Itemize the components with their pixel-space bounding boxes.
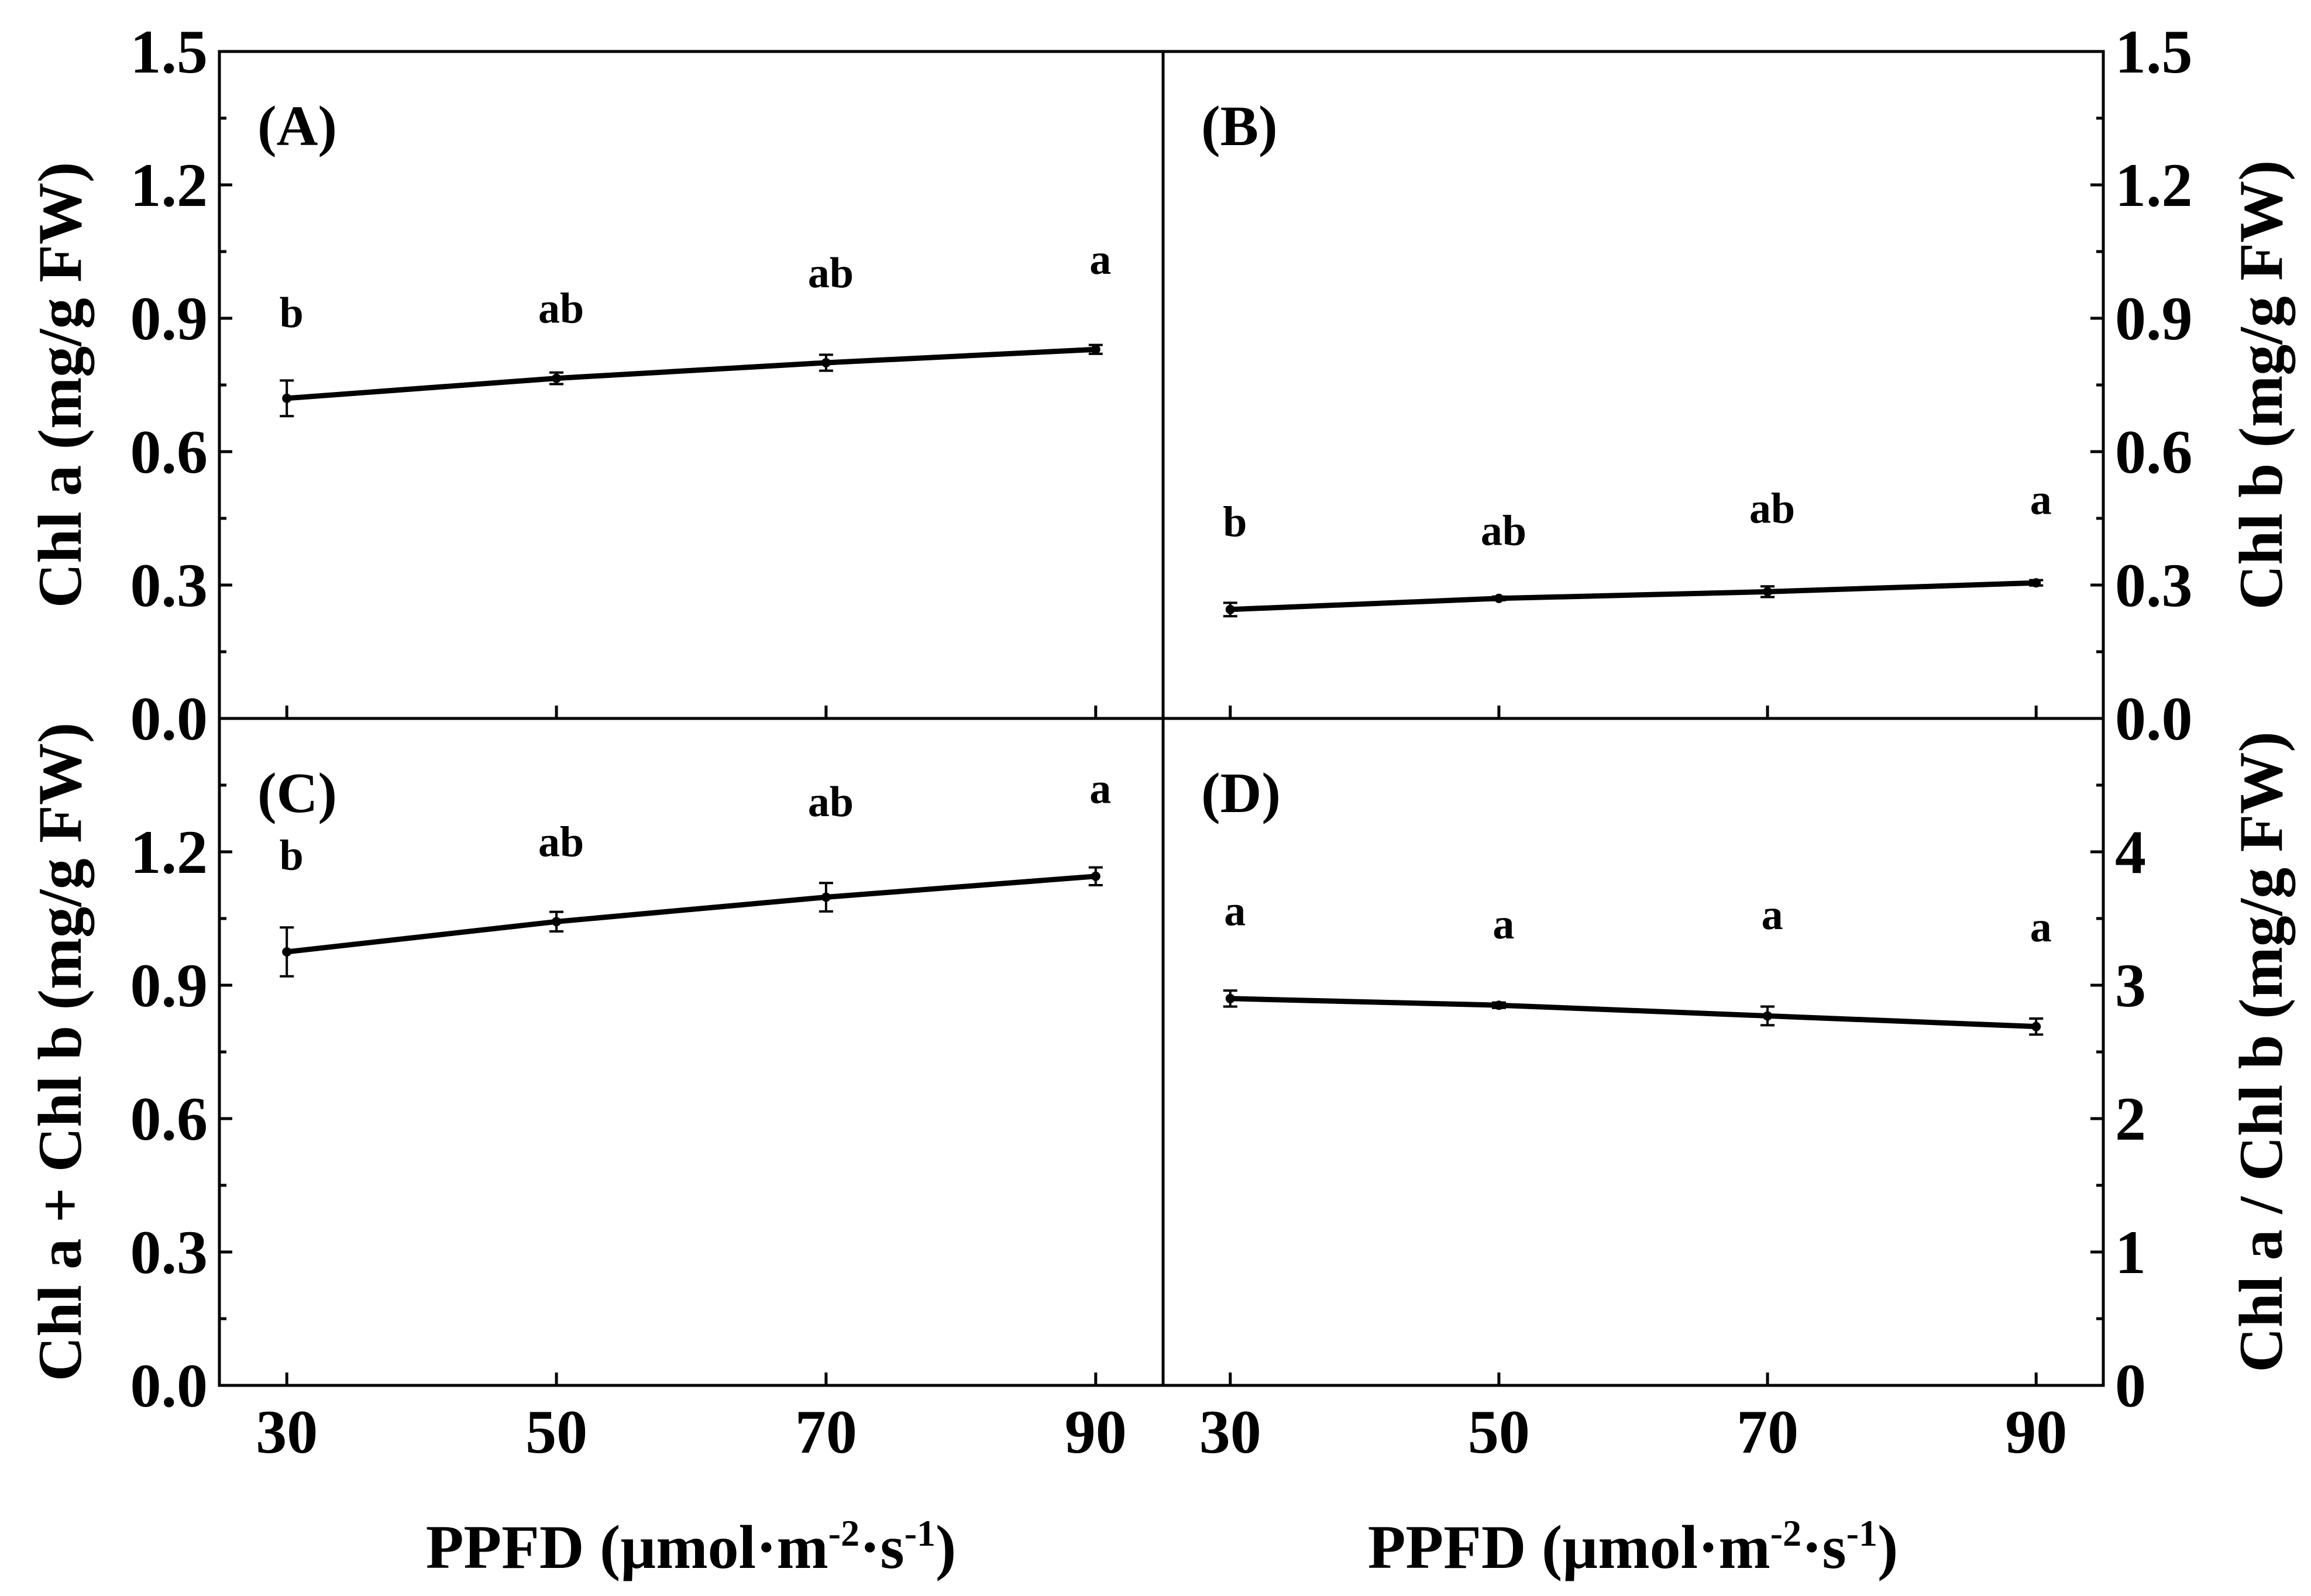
- panel-b-data-point: [1494, 593, 1504, 603]
- panel-b-significance-label: b: [1223, 498, 1247, 546]
- panel-d-y-tick-label: 4: [2115, 818, 2146, 886]
- x-axis-title-left: PPFD (µmol·m-2·s-1): [426, 1512, 957, 1581]
- panel-a-data-point: [1091, 345, 1101, 355]
- panel-c-y-tick-label: 0.6: [130, 1085, 208, 1153]
- panel-a-y-tick-label: 1.5: [130, 18, 208, 86]
- panel-c-significance-label: a: [1089, 765, 1111, 813]
- panel-d-x-tick-label: 50: [1468, 1398, 1530, 1466]
- panel-c-label: (C): [257, 762, 337, 825]
- panel-d-y-tick-label: 2: [2115, 1085, 2146, 1153]
- panel-a-data-point: [552, 373, 562, 383]
- panel-d-y-axis-title: Chl a / Chl b (mg/g FW): [2227, 731, 2295, 1372]
- panel-b-y-tick-label: 0.9: [2115, 284, 2193, 353]
- panel-b-significance-label: ab: [1749, 485, 1795, 533]
- panel-c-data-point: [821, 892, 831, 902]
- panel-c-significance-label: b: [280, 831, 304, 879]
- panel-d-significance-label: a: [2030, 903, 2052, 951]
- panel-b-significance-label: a: [2030, 476, 2052, 524]
- x-axis-title-right: PPFD (µmol·m-2·s-1): [1368, 1512, 1899, 1581]
- panel-b-significance-label: ab: [1481, 507, 1526, 555]
- panel-b-y-tick-label: 1.5: [2115, 18, 2193, 86]
- panel-a-y-tick-label: 0.9: [130, 284, 208, 353]
- panel-d-x-tick-label: 70: [1736, 1398, 1798, 1466]
- panel-d-series-line: [1230, 996, 2037, 1030]
- panel-b-data-point: [1763, 587, 1773, 597]
- panel-a-data-point: [282, 393, 292, 403]
- panel-c-data-point: [282, 947, 292, 957]
- ticks-layer: [219, 50, 2103, 1387]
- panel-b-series-line: [1230, 580, 2037, 613]
- panel-b-y-tick-label: 0.0: [2115, 685, 2193, 753]
- panel-c-x-tick-label: 70: [795, 1398, 857, 1466]
- panel-c-data-point: [1091, 871, 1101, 881]
- panel-d-y-tick-label: 3: [2115, 951, 2146, 1020]
- marks-layer: [280, 343, 2044, 1036]
- panel-c-data-point: [552, 917, 562, 927]
- panel-d-x-tick-label: 90: [2005, 1398, 2067, 1466]
- panel-d-y-tick-label: 1: [2115, 1218, 2146, 1287]
- panel-b-y-tick-label: 0.3: [2115, 551, 2193, 620]
- panel-a-y-tick-label: 0.0: [130, 685, 208, 753]
- panel-c-x-tick-label: 30: [256, 1398, 318, 1466]
- panel-d-x-tick-label: 30: [1199, 1398, 1261, 1466]
- panel-d-label: (D): [1201, 762, 1281, 825]
- panel-c-x-tick-label: 50: [525, 1398, 587, 1466]
- panel-a-significance-label: a: [1089, 236, 1111, 284]
- panel-a-data-point: [821, 358, 831, 367]
- panel-c-y-tick-label: 1.2: [130, 818, 208, 886]
- panel-d-significance-label: a: [1224, 887, 1246, 935]
- panel-d-significance-label: a: [1492, 900, 1514, 948]
- panel-c-y-tick-label: 0.3: [130, 1218, 208, 1287]
- panel-c-y-axis-title: Chl a + Chl b (mg/g FW): [26, 723, 94, 1381]
- panel-a-significance-label: ab: [808, 249, 854, 297]
- panel-a-y-tick-label: 0.3: [130, 551, 208, 620]
- panel-d-data-point: [1494, 1000, 1504, 1010]
- panel-a-y-tick-label: 1.2: [130, 151, 208, 219]
- panel-c-x-tick-label: 90: [1065, 1398, 1127, 1466]
- panel-d-significance-label: a: [1762, 891, 1783, 939]
- panel-a-series-line: [286, 346, 1096, 401]
- panel-a-label: (A): [257, 95, 337, 158]
- panel-b-label: (B): [1201, 95, 1278, 158]
- panel-a-y-tick-label: 0.6: [130, 418, 208, 486]
- panel-c-series-line: [286, 873, 1096, 955]
- panel-b-data-point: [2031, 578, 2041, 588]
- panel-b-y-tick-label: 1.2: [2115, 151, 2193, 219]
- panel-a-significance-label: ab: [538, 285, 584, 333]
- panel-c-y-tick-label: 0.0: [130, 1351, 208, 1420]
- panel-d-data-point: [1225, 993, 1235, 1003]
- panel-d-data-point: [2031, 1021, 2041, 1031]
- panel-b-data-point: [1225, 604, 1235, 614]
- panel-c-y-tick-label: 0.9: [130, 951, 208, 1020]
- panel-d-data-point: [1763, 1011, 1773, 1021]
- panel-b-y-tick-label: 0.6: [2115, 418, 2193, 486]
- panel-d-y-tick-label: 0: [2115, 1351, 2146, 1420]
- panel-c-significance-label: ab: [808, 778, 854, 826]
- panel-c-significance-label: ab: [538, 818, 584, 866]
- panel-b-y-axis-title: Chl b (mg/g FW): [2227, 160, 2295, 610]
- panel-a-y-axis-title: Chl a (mg/g FW): [26, 162, 94, 608]
- panel-a-significance-label: b: [280, 289, 304, 337]
